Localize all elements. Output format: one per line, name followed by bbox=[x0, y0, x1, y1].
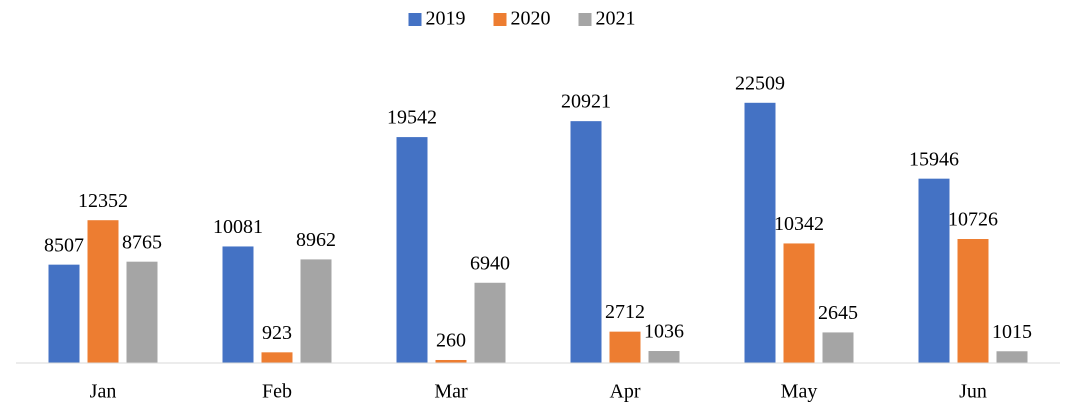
bar bbox=[918, 178, 950, 363]
bar bbox=[222, 246, 254, 363]
bar bbox=[744, 102, 776, 363]
legend-label: 2019 bbox=[426, 8, 466, 30]
value-label: 8507 bbox=[44, 234, 84, 256]
bar bbox=[783, 243, 815, 363]
value-label: 260 bbox=[436, 330, 466, 352]
legend-label: 2021 bbox=[596, 8, 636, 30]
x-tick-label: Jun bbox=[959, 381, 987, 403]
bar bbox=[261, 352, 293, 363]
value-label: 10342 bbox=[774, 213, 824, 235]
value-label: 2645 bbox=[818, 302, 858, 324]
value-label: 12352 bbox=[78, 190, 128, 212]
value-label: 8962 bbox=[296, 229, 336, 251]
bar bbox=[396, 137, 428, 363]
value-label: 10726 bbox=[948, 209, 998, 231]
bar bbox=[435, 359, 467, 363]
value-label: 15946 bbox=[909, 148, 959, 170]
value-label: 1015 bbox=[992, 321, 1032, 343]
bar bbox=[570, 121, 602, 364]
bar bbox=[300, 259, 332, 363]
bar bbox=[822, 332, 854, 363]
x-tick-label: Apr bbox=[609, 381, 640, 403]
x-tick-label: Mar bbox=[434, 381, 468, 403]
bar bbox=[957, 239, 989, 363]
bar bbox=[126, 261, 158, 363]
value-label: 8765 bbox=[122, 231, 162, 253]
x-tick-label: Jan bbox=[90, 381, 117, 403]
value-label: 6940 bbox=[470, 252, 510, 274]
value-label: 1036 bbox=[644, 321, 684, 343]
legend-swatch bbox=[493, 13, 507, 26]
legend-swatch bbox=[578, 13, 592, 26]
value-label: 20921 bbox=[561, 91, 611, 113]
value-label: 22509 bbox=[735, 72, 785, 94]
bar bbox=[87, 220, 119, 363]
value-label: 19542 bbox=[387, 107, 437, 129]
bar bbox=[48, 264, 80, 363]
bar bbox=[609, 331, 641, 363]
bar bbox=[996, 351, 1028, 363]
bar bbox=[648, 351, 680, 363]
value-label: 10081 bbox=[213, 216, 263, 238]
legend-swatch bbox=[408, 13, 422, 26]
value-label: 923 bbox=[262, 322, 292, 344]
x-tick-label: Feb bbox=[262, 381, 292, 403]
x-tick-label: May bbox=[781, 381, 818, 403]
bar bbox=[474, 282, 506, 363]
legend-label: 2020 bbox=[511, 8, 551, 30]
value-label: 2712 bbox=[605, 301, 645, 323]
